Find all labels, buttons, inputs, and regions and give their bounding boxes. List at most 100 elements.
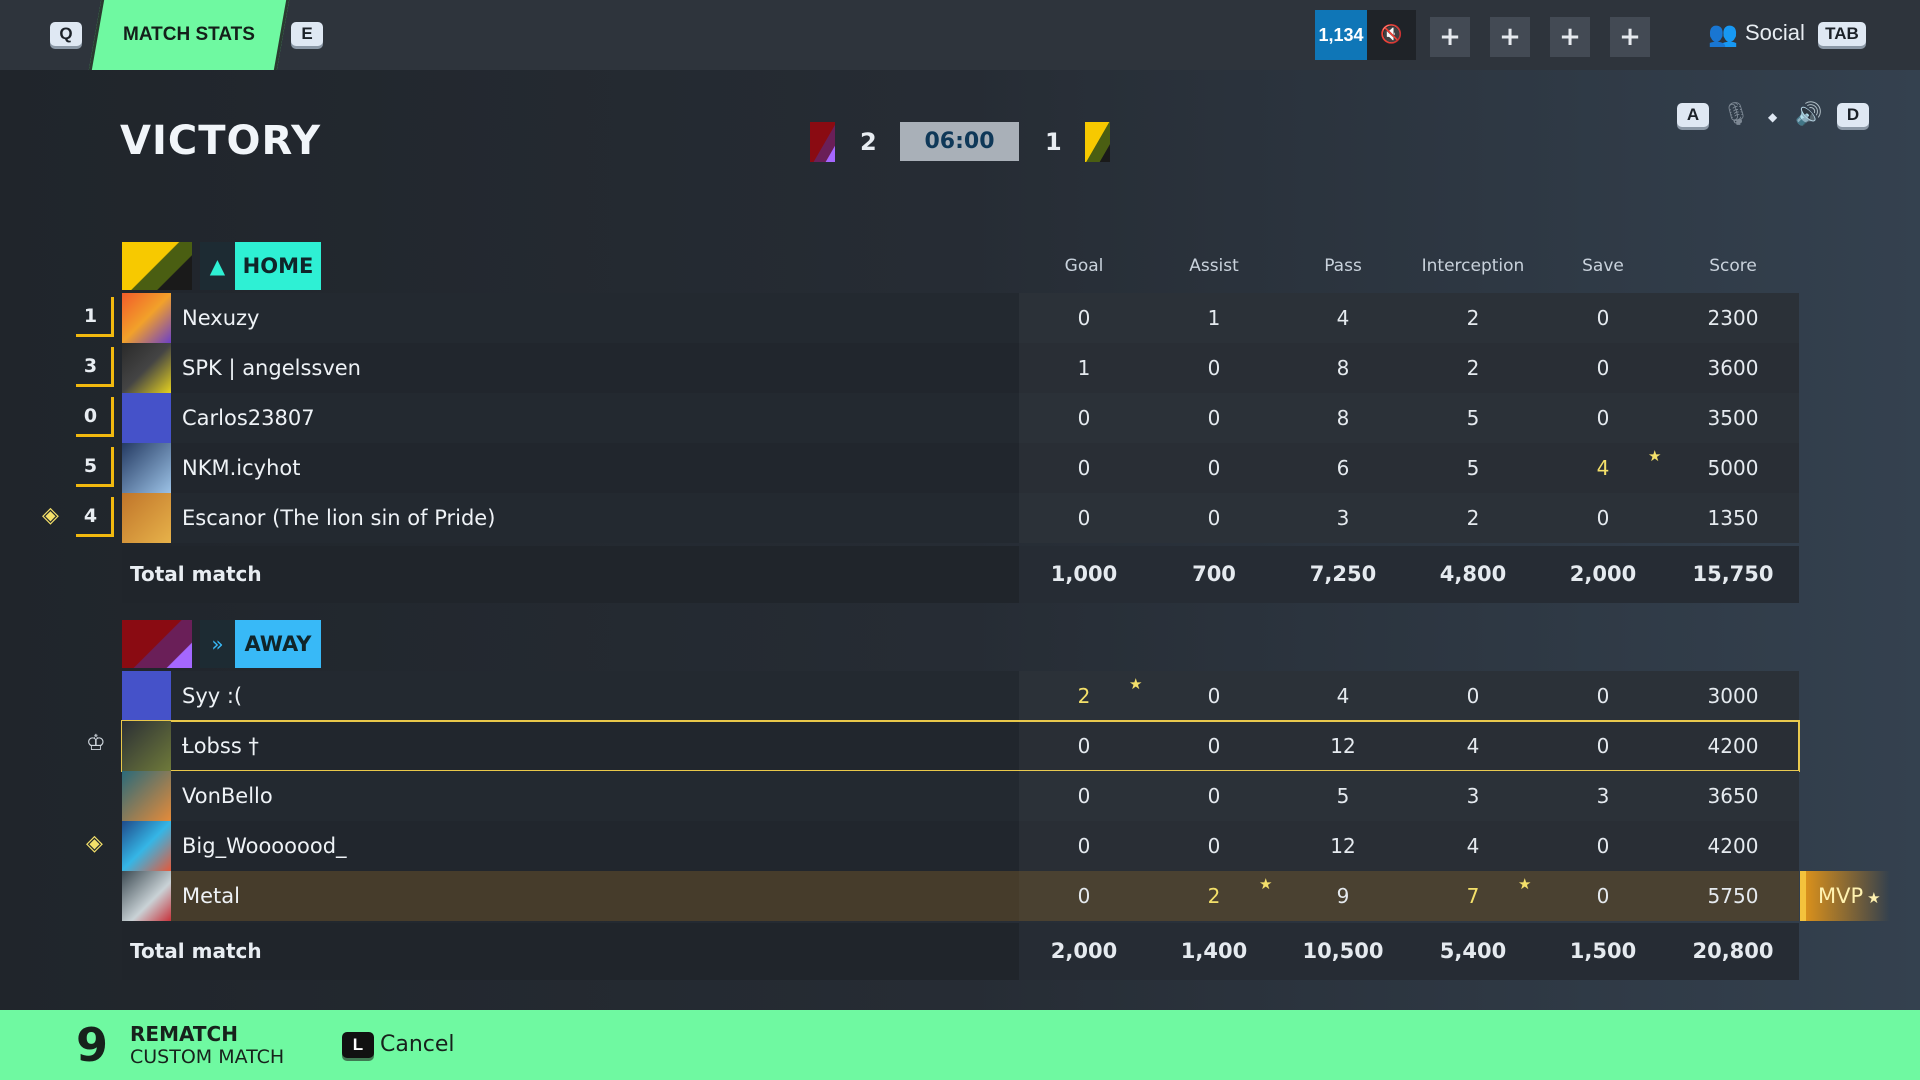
stats-area <box>1019 393 1799 443</box>
stat-interception: 4 <box>1466 734 1480 758</box>
player-name[interactable]: Syy :( <box>182 684 243 708</box>
player-row[interactable]: Escanor (The lion sin of Pride) 0 0 3 2 0 1350 <box>122 493 1799 543</box>
stat-interception: 7 <box>1466 884 1480 908</box>
top-bar: Q MATCH STATS E 1,134 🔇 + + + + 👥 Social… <box>0 0 1920 70</box>
stat-pass: 12 <box>1330 734 1356 758</box>
stats-area <box>1019 493 1799 543</box>
player-name[interactable]: NKM.icyhot <box>182 456 301 480</box>
column-header-goal[interactable]: Goal <box>1064 256 1104 276</box>
separator-dot-icon: ◆ <box>1768 110 1778 124</box>
column-header-pass[interactable]: Pass <box>1324 256 1362 276</box>
stat-interception: 5 <box>1466 456 1480 480</box>
party-slot-4[interactable]: + <box>1610 17 1650 57</box>
player-row[interactable]: Metal 0 2 ★ 9 7 ★ 0 5750 <box>122 871 1799 921</box>
player-row[interactable]: Carlos23807 0 0 8 5 0 3500 <box>122 393 1799 443</box>
stat-interception: 2 <box>1466 306 1480 330</box>
player-name[interactable]: Carlos23807 <box>182 406 315 430</box>
column-header-assist[interactable]: Assist <box>1189 256 1239 276</box>
mic-muted-icon[interactable]: 🎙 <box>1722 102 1750 127</box>
party-slot-1[interactable]: + <box>1430 17 1470 57</box>
stat-goal: 0 <box>1077 306 1091 330</box>
player-row[interactable]: Ƚobss † 0 0 12 4 0 4200 <box>121 720 1800 772</box>
column-header-score[interactable]: Score <box>1709 256 1757 276</box>
player-name[interactable]: Nexuzy <box>182 306 260 330</box>
bottom-bar: 9 REMATCH CUSTOM MATCH L Cancel <box>0 1010 1920 1080</box>
stat-assist: 0 <box>1207 356 1221 380</box>
player-rank: 4 <box>76 497 114 537</box>
stat-save: 0 <box>1596 306 1610 330</box>
total-goal: 2,000 <box>1050 939 1118 963</box>
player-avatar[interactable] <box>122 343 171 393</box>
player-row[interactable]: SPK | angelssven 1 0 8 2 0 3600 <box>122 343 1799 393</box>
stats-area <box>1019 821 1799 871</box>
stat-score: 2300 <box>1707 306 1759 330</box>
player-rank: 1 <box>76 297 114 337</box>
next-tab-key[interactable]: E <box>291 22 323 46</box>
match-timer: 06:00 <box>900 122 1019 161</box>
player-avatar[interactable] <box>122 721 171 771</box>
player-row[interactable]: Big_Wooooood_ 0 0 12 4 0 4200 <box>122 821 1799 871</box>
stat-assist: 0 <box>1207 784 1221 808</box>
audio-right-key[interactable]: D <box>1837 103 1869 127</box>
captain-armband-icon: ◈ <box>42 503 59 528</box>
player-avatar[interactable] <box>122 443 171 493</box>
best-stat-star-icon: ★ <box>1648 447 1662 465</box>
stat-goal: 0 <box>1077 784 1091 808</box>
away-team-flag <box>810 122 835 162</box>
player-avatar[interactable] <box>122 493 171 543</box>
stats-area <box>1019 771 1799 821</box>
player-avatar[interactable] <box>122 871 171 921</box>
stat-goal: 0 <box>1077 734 1091 758</box>
stat-goal: 1 <box>1077 356 1091 380</box>
rematch-button[interactable]: REMATCH <box>130 1022 238 1046</box>
speaker-icon[interactable]: 🔊 <box>1795 102 1823 127</box>
stat-score: 3000 <box>1707 684 1759 708</box>
player-name[interactable]: Escanor (The lion sin of Pride) <box>182 506 496 530</box>
away-team-emblem-icon: » <box>200 620 235 668</box>
player-name[interactable]: SPK | angelssven <box>182 356 361 380</box>
stat-pass: 8 <box>1336 356 1350 380</box>
currency-counter: 1,134 <box>1315 10 1367 60</box>
captain-armband-icon: ◈ <box>86 831 103 856</box>
player-name[interactable]: Big_Wooooood_ <box>182 834 347 858</box>
player-name[interactable]: Ƚobss † <box>182 734 259 758</box>
player-avatar[interactable] <box>122 821 171 871</box>
cancel-key[interactable]: L <box>342 1032 374 1058</box>
player-row[interactable]: Syy :(2 ★ 0 4 0 0 3000 <box>122 671 1799 721</box>
home-team-flag <box>122 242 192 290</box>
stat-save: 0 <box>1596 506 1610 530</box>
column-header-save[interactable]: Save <box>1582 256 1624 276</box>
social-button[interactable]: Social <box>1745 20 1805 45</box>
player-avatar[interactable] <box>122 293 171 343</box>
player-avatar[interactable] <box>122 771 171 821</box>
player-name[interactable]: VonBello <box>182 784 273 808</box>
player-name[interactable]: Metal <box>182 884 240 908</box>
party-slot-2[interactable]: + <box>1490 17 1530 57</box>
player-row[interactable]: NKM.icyhot 0 0 6 5 4 ★ 5000 <box>122 443 1799 493</box>
social-people-icon: 👥 <box>1708 20 1738 48</box>
stat-interception: 2 <box>1466 356 1480 380</box>
social-key[interactable]: TAB <box>1818 22 1866 46</box>
player-rank: 3 <box>76 347 114 387</box>
stat-save: 4 <box>1596 456 1610 480</box>
party-slot-3[interactable]: + <box>1550 17 1590 57</box>
match-mode: CUSTOM MATCH <box>130 1046 285 1068</box>
prev-tab-key[interactable]: Q <box>50 22 82 46</box>
player-avatar[interactable] <box>122 393 171 443</box>
audio-left-key[interactable]: A <box>1677 103 1709 127</box>
cancel-button[interactable]: Cancel <box>380 1032 455 1057</box>
stat-score: 3500 <box>1707 406 1759 430</box>
stat-assist: 0 <box>1207 506 1221 530</box>
player-row[interactable]: VonBello 0 0 5 3 3 3650 <box>122 771 1799 821</box>
stat-goal: 0 <box>1077 456 1091 480</box>
total-row: Total match 1,000 700 7,250 4,800 2,000 15,750 <box>122 546 1799 603</box>
rematch-countdown: 9 <box>76 1018 109 1072</box>
column-header-interception[interactable]: Interception <box>1421 256 1525 276</box>
player-row[interactable]: Nexuzy 0 1 4 2 0 2300 <box>122 293 1799 343</box>
tab-match-stats[interactable]: MATCH STATS <box>123 24 255 45</box>
stat-pass: 5 <box>1336 784 1350 808</box>
total-pass: 7,250 <box>1309 562 1377 586</box>
best-stat-star-icon: ★ <box>1129 675 1143 693</box>
stats-area <box>1019 546 1799 603</box>
player-avatar[interactable] <box>122 671 171 721</box>
